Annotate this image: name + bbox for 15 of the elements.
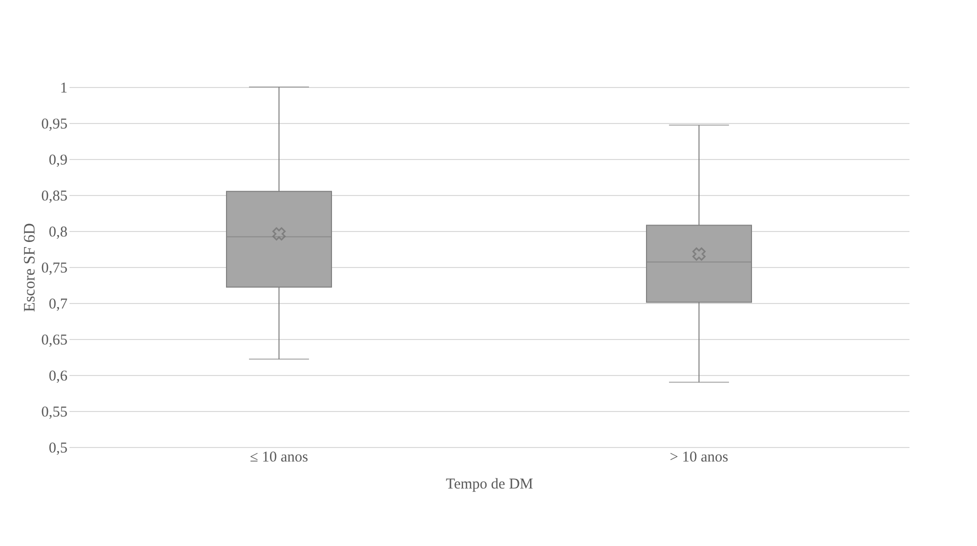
y-tick-label: 0,75 xyxy=(41,260,68,276)
y-tick-label: 0,7 xyxy=(48,296,68,312)
y-tick-label: 0,5 xyxy=(48,440,68,456)
y-axis-title: Escore SF 6D xyxy=(21,223,38,312)
y-tick-label: 0,8 xyxy=(48,224,68,240)
y-tick-label: 0,6 xyxy=(48,368,68,384)
y-tick-label: 1 xyxy=(60,80,68,96)
y-tick-label: 0,95 xyxy=(41,116,68,132)
y-tick-label: 0,55 xyxy=(41,404,68,420)
y-tick-label: 0,85 xyxy=(41,188,68,204)
x-tick-label: ≤ 10 anos xyxy=(250,450,308,466)
y-tick-label: 0,65 xyxy=(41,332,68,348)
x-tick-label: > 10 anos xyxy=(670,450,728,466)
y-tick-label: 0,9 xyxy=(48,152,68,168)
x-axis-title: Tempo de DM xyxy=(446,476,534,492)
